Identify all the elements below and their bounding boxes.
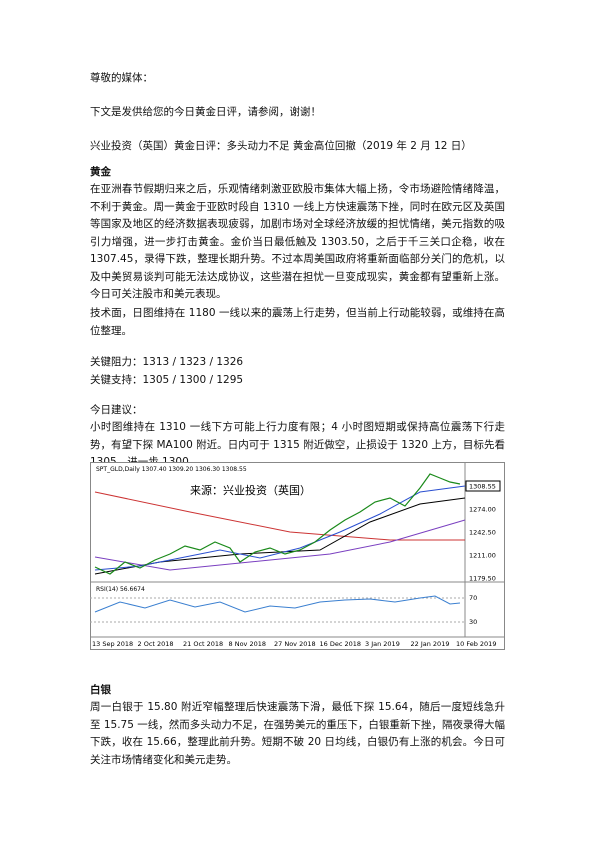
rsi-level: 30	[469, 618, 477, 626]
intro: 下文是发供给您的今日黄金日评，请参阅，谢谢！	[90, 106, 321, 118]
frame	[90, 462, 505, 650]
price-label: 1274.00	[469, 506, 496, 514]
resistance: 关键阻力：1313 / 1323 / 1326	[90, 356, 244, 368]
source-label: 来源：兴业投资（英国）	[190, 483, 311, 497]
support: 关键支持：1305 / 1300 / 1295	[90, 374, 244, 386]
headline: 兴业投资（英国）黄金日评：多头动力不足 黄金高位回撤（2019 年 2 月 12…	[90, 140, 472, 152]
section-heading: 白银	[90, 684, 111, 696]
price-label: 1179.50	[469, 575, 496, 583]
date-label: 2 Oct 2018	[138, 640, 174, 648]
date-label: 27 Nov 2018	[274, 640, 316, 648]
price-label: 1242.50	[469, 529, 496, 537]
price-tag	[465, 480, 501, 492]
date-label: 16 Dec 2018	[320, 640, 362, 648]
date-label: 22 Jan 2019	[411, 640, 450, 648]
greeting: 尊敬的媒体：	[90, 72, 153, 84]
date-label: 3 Jan 2019	[365, 640, 400, 648]
advice-title: 今日建议：	[90, 404, 143, 416]
rsi-line	[94, 595, 461, 613]
rsi-level: 70	[469, 594, 477, 602]
moving-average	[94, 519, 466, 571]
section-heading: 黄金	[90, 166, 111, 178]
paragraph: 技术面，日图维持在 1180 一线以来的震荡上行走势，但当前上行动能较弱，或维持…	[90, 307, 505, 337]
rsi-label: RSI(14) 56.6674	[96, 586, 145, 593]
date-label: 13 Sep 2018	[92, 640, 133, 648]
date-label: 8 Nov 2018	[229, 640, 267, 648]
chart-header: SPT_GLD,Daily 1307.40 1309.20 1306.30 13…	[96, 466, 247, 473]
moving-average	[94, 491, 465, 541]
paragraph: 在亚洲春节假期归来之后，乐观情绪刺激亚欧股市集体大幅上扬，令市场避险情绪降温，不…	[90, 183, 505, 300]
date-label: 21 Oct 2018	[183, 640, 223, 648]
price-path	[94, 473, 461, 575]
price-label: 1308.55	[469, 483, 496, 491]
paragraph: 周一白银于 15.80 附近窄幅整理后快速震荡下滑，最低下探 15.64，随后一…	[90, 701, 505, 766]
date-label: 10 Feb 2019	[456, 640, 496, 648]
price-label: 1211.00	[469, 552, 496, 560]
chart-figure: SPT_GLD,Daily 1307.40 1309.20 1306.30 13…	[90, 462, 505, 650]
